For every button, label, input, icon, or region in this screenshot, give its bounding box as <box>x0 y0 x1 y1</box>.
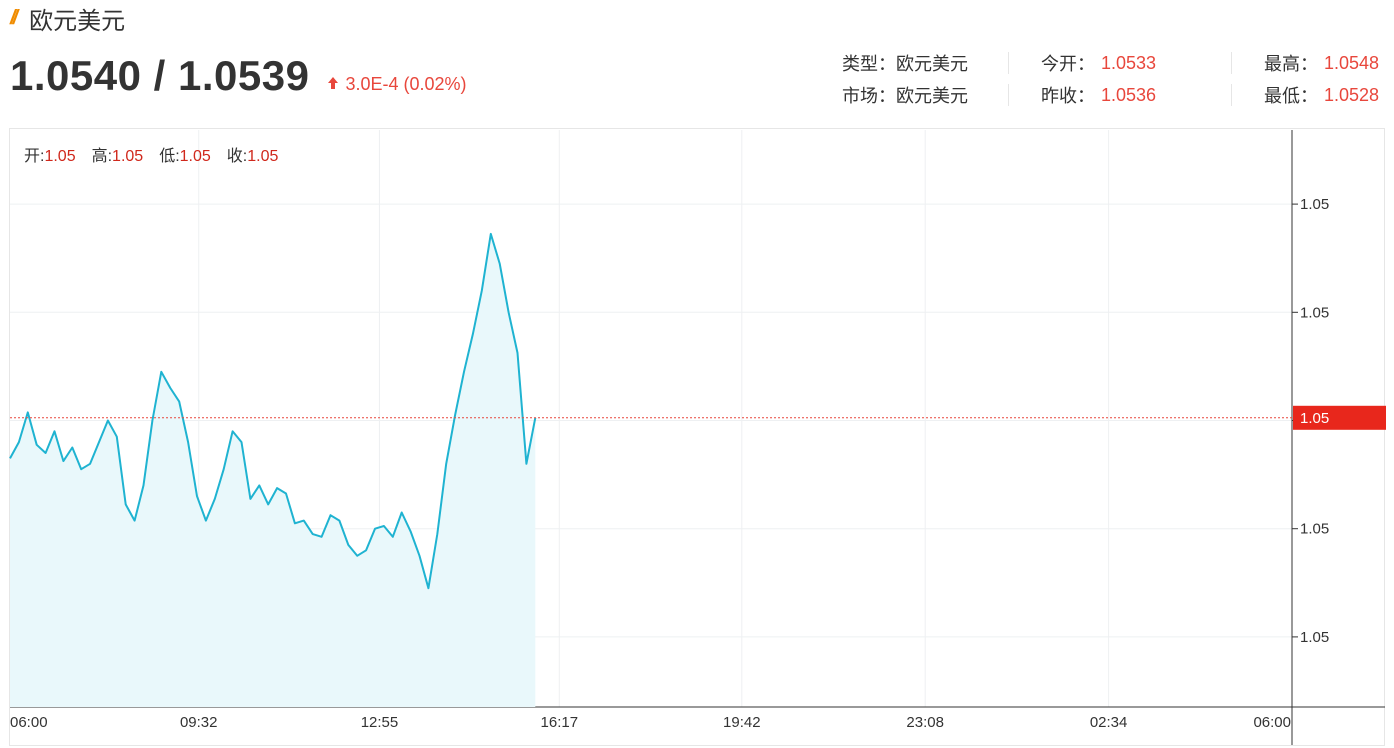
info-open-label: 今开： <box>1041 54 1095 74</box>
price-line <box>9 232 537 590</box>
info-type: 类型： 欧元美元 <box>842 52 1008 74</box>
ohlc-close-value: 1.05 <box>247 148 279 165</box>
info-open-value: 1.0533 <box>1101 52 1157 73</box>
info-type-label: 类型： <box>842 54 896 74</box>
info-prev-close-label: 昨收： <box>1041 86 1095 106</box>
ohlc-close-label: 收: <box>226 148 248 165</box>
info-high: 最高： 1.0548 <box>1231 52 1386 74</box>
ohlc-low-label: 低: <box>159 148 180 165</box>
title-row: // 欧元美元 <box>10 2 126 35</box>
ohlc-open: 开:1.05 <box>24 142 76 166</box>
x-tick-label: 02:34 <box>1090 714 1128 731</box>
up-arrow-icon <box>327 74 339 95</box>
info-low: 最低： 1.0528 <box>1231 84 1386 106</box>
ohlc-high-value: 1.05 <box>112 148 144 165</box>
info-low-label: 最低： <box>1264 86 1318 106</box>
ohlc-close: 收:1.05 <box>227 142 279 166</box>
y-tick-label: 1.05 <box>1300 629 1329 646</box>
price-change: 3.0E-4 (0.02%) <box>327 74 467 95</box>
page-title: 欧元美元 <box>29 7 126 35</box>
chart-frame <box>9 128 1385 746</box>
ohlc-open-label: 开: <box>24 148 45 165</box>
price-area <box>10 233 536 707</box>
x-tick-label: 06:00 <box>1253 714 1291 731</box>
ohlc-open-value: 1.05 <box>44 148 76 165</box>
info-low-value: 1.0528 <box>1324 84 1380 105</box>
ohlc-low-value: 1.05 <box>179 148 211 165</box>
info-open: 今开： 1.0533 <box>1008 52 1231 74</box>
info-prev-close: 昨收： 1.0536 <box>1008 84 1231 106</box>
x-tick-label: 12:55 <box>361 714 399 731</box>
bid-ask-price: 1.0540 / 1.0539 <box>10 52 310 99</box>
current-price-badge <box>1293 405 1386 430</box>
info-high-value: 1.0548 <box>1324 52 1380 73</box>
price-change-value: 3.0E-4 (0.02%) <box>345 74 467 94</box>
info-market-label: 市场： <box>842 86 896 106</box>
x-tick-label: 23:08 <box>906 714 944 731</box>
ohlc-high-label: 高: <box>91 148 113 165</box>
info-market-value: 欧元美元 <box>896 86 968 106</box>
y-tick-label: 1.05 <box>1300 196 1329 213</box>
price-row: 1.0540 / 1.0539 3.0E-4 (0.02%) <box>10 52 467 100</box>
x-tick-label: 06:00 <box>10 714 48 731</box>
info-high-label: 最高： <box>1264 54 1318 74</box>
ohlc-low: 低:1.05 <box>159 142 211 166</box>
info-type-value: 欧元美元 <box>896 54 968 74</box>
ohlc-readout: 开:1.05 高:1.05 低:1.05 收:1.05 <box>24 142 278 166</box>
x-tick-label: 19:42 <box>723 714 761 731</box>
x-tick-label: 16:17 <box>541 714 579 731</box>
y-tick-label: 1.05 <box>1300 304 1329 321</box>
y-tick-label: 1.05 <box>1300 521 1329 538</box>
x-tick-label: 09:32 <box>180 714 218 731</box>
double-slash-icon: // <box>10 6 18 29</box>
info-market: 市场： 欧元美元 <box>842 84 1008 106</box>
info-prev-close-value: 1.0536 <box>1101 84 1157 105</box>
ohlc-high: 高:1.05 <box>92 142 144 166</box>
current-price-label: 1.05 <box>1300 410 1329 427</box>
quote-info: 类型： 欧元美元 今开： 1.0533 最高： 1.0548 市场： 欧元美元 … <box>842 52 1386 106</box>
